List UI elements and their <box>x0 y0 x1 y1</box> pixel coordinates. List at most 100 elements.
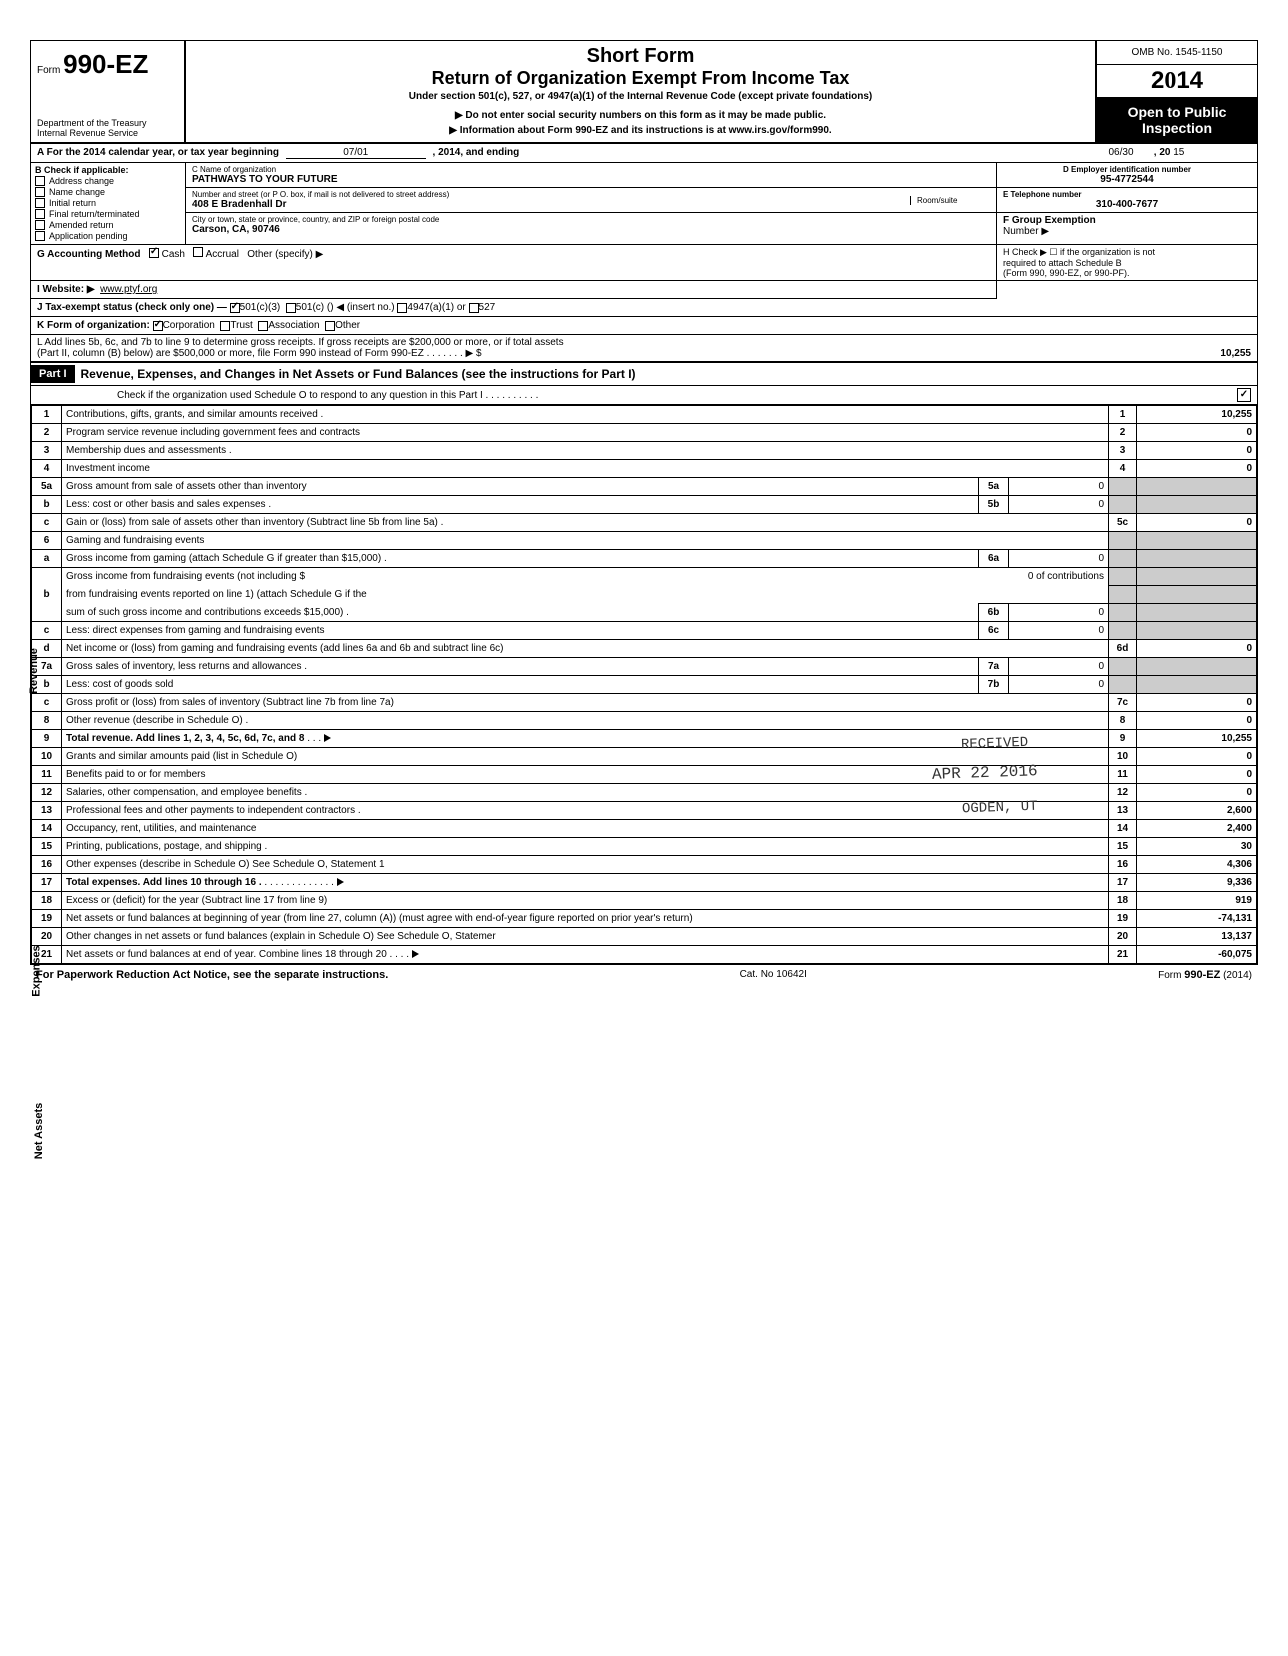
l6b-mid: 6b <box>979 604 1009 622</box>
section-b-label: B Check if applicable: <box>35 165 129 175</box>
l5a-desc: Gross amount from sale of assets other t… <box>66 481 307 492</box>
l13-desc: Professional fees and other payments to … <box>66 805 361 816</box>
cb-501c3[interactable] <box>230 303 240 313</box>
l6c-desc: Less: direct expenses from gaming and fu… <box>66 625 324 636</box>
header-row: Form 990-EZ Department of the Treasury I… <box>31 41 1257 144</box>
l17-ln: 17 <box>1109 874 1137 892</box>
short-form-title: Short Form <box>196 45 1085 68</box>
l16-num: 16 <box>32 856 62 874</box>
cb-initial-return[interactable] <box>35 198 45 208</box>
row-h-2: required to attach Schedule B <box>1003 258 1251 268</box>
side-expenses: Expenses <box>31 945 43 996</box>
l5b-num: b <box>32 496 62 514</box>
l7c-ln: 7c <box>1109 694 1137 712</box>
group-number-label: Number ▶ <box>1003 226 1049 237</box>
l4-num: 4 <box>32 460 62 478</box>
other-specify: Other (specify) ▶ <box>247 249 323 260</box>
table-row: dNet income or (loss) from gaming and fu… <box>32 640 1257 658</box>
table-row: 20Other changes in net assets or fund ba… <box>32 928 1257 946</box>
l18-ln: 18 <box>1109 892 1137 910</box>
year-end: 06/30 <box>1091 147 1151 158</box>
addr-label: Number and street (or P O. box, if mail … <box>192 190 449 199</box>
footer-right: Form 990-EZ (2014) <box>1158 969 1252 981</box>
l21-amt: -60,075 <box>1137 946 1257 964</box>
org-name: PATHWAYS TO YOUR FUTURE <box>192 174 338 185</box>
table-row: cLess: direct expenses from gaming and f… <box>32 622 1257 640</box>
part-1-title: Revenue, Expenses, and Changes in Net As… <box>81 367 636 381</box>
cb-pending[interactable] <box>35 231 45 241</box>
l4-amt: 0 <box>1137 460 1257 478</box>
l11-num: 11 <box>32 766 62 784</box>
col-b-checkboxes: B Check if applicable: Address change Na… <box>31 163 186 244</box>
l15-ln: 15 <box>1109 838 1137 856</box>
l2-ln: 2 <box>1109 424 1137 442</box>
l5b-desc: Less: cost or other basis and sales expe… <box>66 499 271 510</box>
l2-desc: Program service revenue including govern… <box>66 427 360 438</box>
l12-ln: 12 <box>1109 784 1137 802</box>
l6b-desc3: from fundraising events reported on line… <box>66 589 367 600</box>
l5c-num: c <box>32 514 62 532</box>
table-row: 16Other expenses (describe in Schedule O… <box>32 856 1257 874</box>
cb-accrual[interactable] <box>193 247 203 257</box>
info-link: ▶ Information about Form 990-EZ and its … <box>196 125 1085 136</box>
opt-501c: 501(c) ( <box>296 302 330 313</box>
cb-cash[interactable] <box>149 248 159 258</box>
l18-num: 18 <box>32 892 62 910</box>
l17-amt: 9,336 <box>1137 874 1257 892</box>
k-other: Other <box>335 320 360 331</box>
table-row: bLess: cost of goods sold7b0 <box>32 676 1257 694</box>
form-number-cell: Form 990-EZ Department of the Treasury I… <box>31 41 186 142</box>
l6b-midval: 0 <box>1009 604 1109 622</box>
table-row: 10 Grants and similar amounts paid (list … <box>32 748 1257 766</box>
l7c-num: c <box>32 694 62 712</box>
opt-501c3: 501(c)(3) <box>240 302 281 313</box>
cb-label-0: Address change <box>49 176 114 186</box>
l6d-amt: 0 <box>1137 640 1257 658</box>
l2-num: 2 <box>32 424 62 442</box>
l6b-num: b <box>32 568 62 622</box>
table-row: 7aGross sales of inventory, less returns… <box>32 658 1257 676</box>
l5c-ln: 5c <box>1109 514 1137 532</box>
l5a-midval: 0 <box>1009 478 1109 496</box>
website-value: www.ptyf.org <box>100 284 157 295</box>
row-a-suffix: , 20 <box>1154 147 1171 158</box>
l10-desc: Grants and similar amounts paid (list in… <box>66 751 297 762</box>
cb-trust[interactable] <box>220 321 230 331</box>
part-1-checkbox[interactable]: ✓ <box>1237 388 1251 402</box>
l19-num: 19 <box>32 910 62 928</box>
opt-4947: 4947(a)(1) or <box>407 302 465 313</box>
do-not-enter: ▶ Do not enter social security numbers o… <box>196 110 1085 121</box>
l1-num: 1 <box>32 406 62 424</box>
l6-desc: Gaming and fundraising events <box>66 535 204 546</box>
cb-association[interactable] <box>258 321 268 331</box>
l7a-midval: 0 <box>1009 658 1109 676</box>
row-g-label: G Accounting Method <box>37 249 141 260</box>
l18-amt: 919 <box>1137 892 1257 910</box>
cb-4947[interactable] <box>397 303 407 313</box>
l21-ln: 21 <box>1109 946 1137 964</box>
cb-name-change[interactable] <box>35 187 45 197</box>
cb-address-change[interactable] <box>35 176 45 186</box>
open-public-2: Inspection <box>1099 120 1255 136</box>
room-label: Room/suite <box>917 196 990 205</box>
cb-final-return[interactable] <box>35 209 45 219</box>
side-revenue: Revenue <box>28 648 40 694</box>
cb-501c[interactable] <box>286 303 296 313</box>
form-990ez-container: Form 990-EZ Department of the Treasury I… <box>30 40 1258 965</box>
l7b-desc: Less: cost of goods sold <box>66 679 173 690</box>
col-c-org-info: C Name of organization PATHWAYS TO YOUR … <box>186 163 997 244</box>
l6-num: 6 <box>32 532 62 550</box>
omb-number: OMB No. 1545-1150 <box>1097 41 1257 65</box>
cb-other-org[interactable] <box>325 321 335 331</box>
table-row: aGross income from gaming (attach Schedu… <box>32 550 1257 568</box>
l11-desc: Benefits paid to or for members <box>66 769 206 780</box>
part-1-check-line: Check if the organization used Schedule … <box>117 390 538 401</box>
cb-527[interactable] <box>469 303 479 313</box>
cb-amended[interactable] <box>35 220 45 230</box>
l10-ln: 10 <box>1109 748 1137 766</box>
cb-corporation[interactable] <box>153 321 163 331</box>
l6a-num: a <box>32 550 62 568</box>
row-l-1: L Add lines 5b, 6c, and 7b to line 9 to … <box>37 337 1251 348</box>
l6b-desc4: sum of such gross income and contributio… <box>66 607 349 618</box>
row-k-label: K Form of organization: <box>37 320 150 331</box>
